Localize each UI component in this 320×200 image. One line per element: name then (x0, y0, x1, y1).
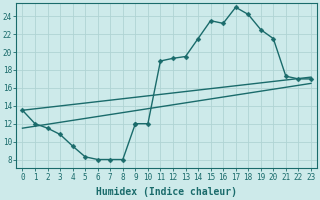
X-axis label: Humidex (Indice chaleur): Humidex (Indice chaleur) (96, 187, 237, 197)
